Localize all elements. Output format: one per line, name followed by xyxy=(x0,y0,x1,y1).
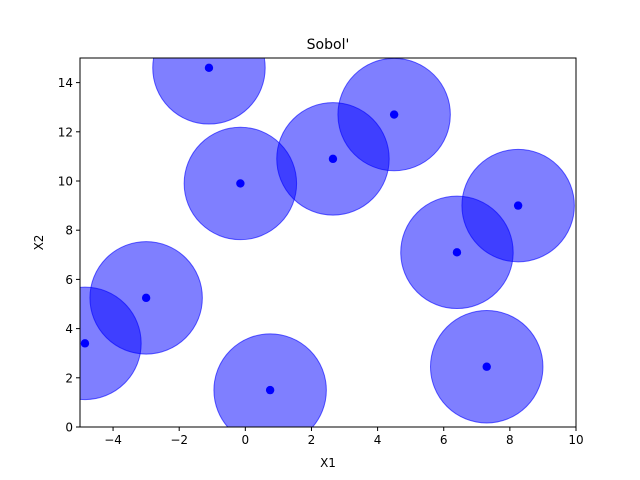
y-tick-label: 14 xyxy=(58,76,73,90)
x-tick-label: 8 xyxy=(506,433,514,447)
data-point xyxy=(482,362,491,371)
y-tick-label: 8 xyxy=(65,224,73,238)
data-point xyxy=(265,385,275,395)
data-point xyxy=(389,110,399,119)
x-tick-label: 10 xyxy=(568,433,583,447)
influence-circle xyxy=(80,286,142,401)
circle-layer xyxy=(80,58,575,427)
x-tick-label: 6 xyxy=(440,433,448,447)
y-tick-label: 6 xyxy=(65,273,73,287)
data-point xyxy=(204,63,214,73)
y-tick-label: 10 xyxy=(58,175,73,189)
data-point xyxy=(80,339,90,348)
x-tick-label: −2 xyxy=(170,433,188,447)
data-point xyxy=(452,248,462,257)
y-tick-label: 2 xyxy=(65,371,73,385)
plot-frame xyxy=(79,57,577,428)
data-point xyxy=(141,293,151,303)
data-point xyxy=(513,201,523,210)
point-layer xyxy=(80,63,523,395)
x-axis: −4 −2 0 2 4 6 8 10 xyxy=(104,427,584,447)
x-tick-label: −4 xyxy=(104,433,122,447)
x-tick-label: 0 xyxy=(242,433,250,447)
data-point xyxy=(236,179,245,188)
y-axis: 0 2 4 6 8 10 12 14 xyxy=(58,76,80,435)
y-tick-label: 4 xyxy=(65,322,73,336)
data-point xyxy=(328,154,338,164)
x-tick-label: 2 xyxy=(308,433,316,447)
x-axis-label: X1 xyxy=(320,456,336,470)
influence-circle xyxy=(152,58,266,125)
chart-title: Sobol' xyxy=(307,37,350,53)
y-axis-label: X2 xyxy=(32,235,46,251)
y-tick-label: 12 xyxy=(58,125,73,139)
y-tick-label: 0 xyxy=(65,421,73,435)
x-tick-label: 4 xyxy=(374,433,382,447)
influence-circle xyxy=(213,333,327,427)
